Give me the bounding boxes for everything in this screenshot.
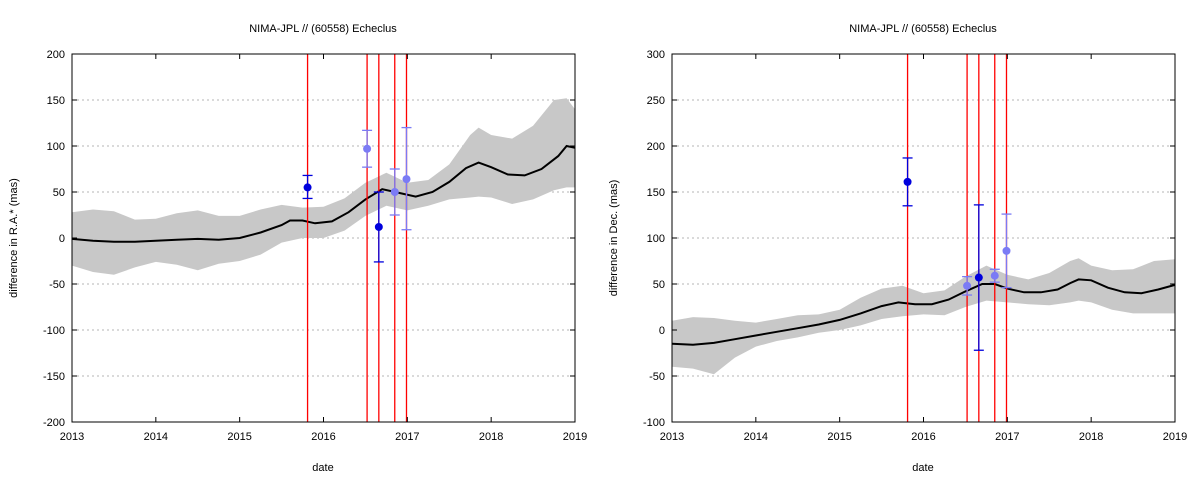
x-tick-label: 2019 — [1163, 431, 1187, 443]
y-tick-label: 100 — [47, 141, 65, 153]
y-tick-label: -150 — [43, 371, 65, 383]
y-axis-label: difference in Dec. (mas) — [608, 180, 620, 297]
uncertainty-band — [672, 258, 1175, 375]
x-tick-label: 2015 — [827, 431, 851, 443]
data-point — [390, 188, 399, 196]
uncertainty-band — [72, 98, 575, 275]
y-tick-label: 200 — [647, 141, 665, 153]
y-tick-label: 50 — [653, 279, 665, 291]
x-tick-label: 2018 — [1079, 431, 1103, 443]
y-tick-label: 100 — [647, 233, 665, 245]
y-tick-label: -50 — [649, 371, 665, 383]
y-axis-label: difference in R.A.* (mas) — [8, 178, 20, 298]
x-tick-label: 2014 — [144, 431, 168, 443]
x-tick-label: 2016 — [911, 431, 935, 443]
model-curve — [71, 144, 576, 243]
data-point — [903, 177, 912, 186]
chart-title: NIMA-JPL // (60558) Echeclus — [849, 23, 997, 35]
y-tick-label: -50 — [49, 279, 65, 291]
x-axis-label: date — [912, 462, 933, 474]
x-axis-label: date — [312, 462, 333, 474]
data-point — [974, 273, 983, 282]
y-tick-label: -100 — [643, 417, 665, 429]
data-point — [374, 222, 383, 231]
x-tick-label: 2015 — [227, 431, 251, 443]
x-tick-label: 2016 — [311, 431, 335, 443]
data-point — [1002, 246, 1011, 255]
data-point — [303, 183, 312, 192]
y-tick-label: -100 — [43, 325, 65, 337]
ra-panel: NIMA-JPL // (60558) Echeclus date differ… — [8, 23, 587, 474]
model-curve — [671, 278, 1176, 346]
y-tick-label: 200 — [47, 49, 65, 61]
x-tick-label: 2014 — [744, 431, 768, 443]
y-tick-label: 0 — [659, 325, 665, 337]
x-tick-label: 2013 — [60, 431, 84, 443]
data-point — [990, 271, 999, 280]
data-point — [363, 144, 372, 153]
y-tick-label: 300 — [647, 49, 665, 61]
dec-panel: NIMA-JPL // (60558) Echeclus date differ… — [608, 23, 1187, 474]
chart-title: NIMA-JPL // (60558) Echeclus — [249, 23, 397, 35]
y-tick-label: 50 — [53, 187, 65, 199]
data-point — [402, 175, 411, 184]
data-point — [963, 281, 972, 290]
y-tick-label: -200 — [43, 417, 65, 429]
x-tick-label: 2013 — [660, 431, 684, 443]
y-tick-label: 150 — [647, 187, 665, 199]
x-tick-label: 2017 — [395, 431, 419, 443]
x-tick-label: 2018 — [479, 431, 503, 443]
y-tick-label: 0 — [59, 233, 65, 245]
x-tick-label: 2019 — [563, 431, 587, 443]
y-tick-label: 150 — [47, 95, 65, 107]
y-tick-label: 250 — [647, 95, 665, 107]
x-tick-label: 2017 — [995, 431, 1019, 443]
